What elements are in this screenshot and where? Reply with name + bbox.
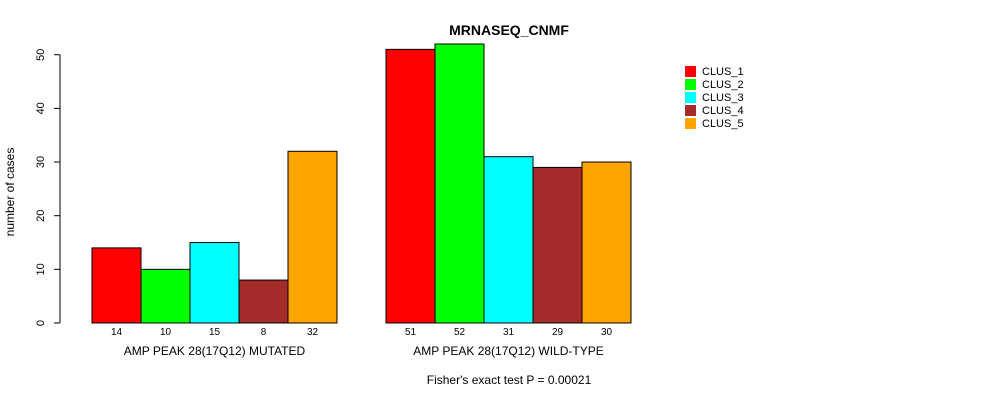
legend-label-clus-1: CLUS_1 — [702, 66, 744, 78]
bars: 14 10 15 8 32 51 52 31 29 30 — [91, 43, 632, 338]
y-tick-label: 20 — [35, 210, 47, 222]
group-label-2: AMP PEAK 28(17Q12) WILD-TYPE — [413, 344, 604, 358]
legend-swatch-clus-3 — [685, 92, 696, 103]
bar-clus-3-group-2 — [483, 156, 534, 324]
bar-count-label: 32 — [307, 327, 319, 338]
bar-count-label: 51 — [405, 327, 417, 338]
legend-swatch-clus-1 — [685, 66, 696, 77]
legend-swatch-clus-2 — [685, 79, 696, 90]
bar-clus-1-group-2 — [385, 48, 436, 324]
bar-count-label: 10 — [160, 327, 172, 338]
group-label-1: AMP PEAK 28(17Q12) MUTATED — [124, 344, 306, 358]
bar-count-label: 29 — [552, 327, 564, 338]
legend-swatch-clus-5 — [685, 118, 696, 129]
bar-clus-4-group-1 — [238, 279, 289, 324]
bar-count-label: 14 — [111, 327, 123, 338]
fisher-test-footer: Fisher's exact test P = 0.00021 — [427, 373, 592, 387]
bar-count-label: 31 — [503, 327, 515, 338]
bar-clus-5-group-1 — [287, 150, 338, 324]
y-tick-label: 0 — [35, 320, 47, 326]
legend-label-clus-4: CLUS_4 — [702, 105, 744, 117]
y-tick-label: 40 — [35, 102, 47, 114]
y-axis-label: number of cases — [3, 148, 17, 237]
y-tick-label: 30 — [35, 156, 47, 168]
y-axis: 0 10 20 30 40 50 — [35, 49, 61, 326]
bar-count-label: 15 — [209, 327, 221, 338]
bar-clus-2-group-1 — [140, 268, 191, 324]
chart-title: MRNASEQ_CNMF — [449, 22, 569, 38]
legend-label-clus-3: CLUS_3 — [702, 92, 744, 104]
legend-label-clus-5: CLUS_5 — [702, 118, 744, 130]
bar-clus-3-group-1 — [189, 242, 240, 324]
bar-clus-5-group-2 — [581, 161, 632, 324]
bar-count-label: 8 — [261, 327, 267, 338]
bar-count-label: 30 — [601, 327, 613, 338]
y-tick-label: 50 — [35, 49, 47, 61]
bar-clus-2-group-2 — [434, 43, 485, 324]
bar-clus-4-group-2 — [532, 166, 583, 324]
y-tick-label: 10 — [35, 263, 47, 275]
group-labels: AMP PEAK 28(17Q12) MUTATED AMP PEAK 28(17… — [124, 344, 604, 358]
legend-label-clus-2: CLUS_2 — [702, 79, 744, 91]
legend-swatch-clus-4 — [685, 105, 696, 116]
bar-count-label: 52 — [454, 327, 466, 338]
bar-clus-1-group-1 — [91, 247, 142, 324]
